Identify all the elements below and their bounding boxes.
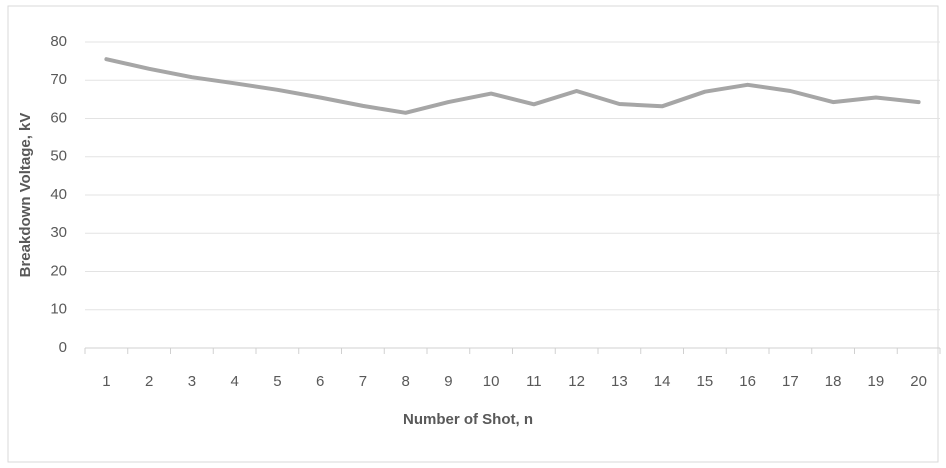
y-tick-label: 60 xyxy=(50,109,67,126)
x-tick-label: 3 xyxy=(188,373,196,390)
y-tick-label: 70 xyxy=(50,71,67,88)
chart-border xyxy=(7,5,939,463)
x-tick-label: 2 xyxy=(145,373,153,390)
x-tick-label: 4 xyxy=(230,373,238,390)
y-tick-label: 80 xyxy=(50,33,67,50)
x-tick-label: 10 xyxy=(483,373,500,390)
x-tick-label: 19 xyxy=(868,373,885,390)
x-tick-label: 20 xyxy=(910,373,927,390)
y-tick-label: 10 xyxy=(50,301,67,318)
y-tick-label: 40 xyxy=(50,186,67,203)
x-tick-label: 16 xyxy=(739,373,756,390)
x-tick-label: 7 xyxy=(359,373,367,390)
x-tick-label: 11 xyxy=(526,373,542,390)
data-line xyxy=(104,57,921,115)
x-tick-label: 5 xyxy=(273,373,281,390)
y-axis-title: Breakdown Voltage, kV xyxy=(17,113,34,278)
y-tick-label: 30 xyxy=(50,224,67,241)
x-tick-label: 6 xyxy=(316,373,324,390)
x-tick-label: 15 xyxy=(697,373,714,390)
x-tick-label: 1 xyxy=(102,373,110,390)
x-tick-label: 14 xyxy=(654,373,671,390)
x-tick-label: 12 xyxy=(568,373,585,390)
x-tick-label: 9 xyxy=(444,373,452,390)
x-axis-title: Number of Shot, n xyxy=(403,411,533,428)
x-tick-label: 17 xyxy=(782,373,799,390)
x-tick-label: 13 xyxy=(611,373,628,390)
x-tick-label: 8 xyxy=(401,373,409,390)
y-tick-label: 0 xyxy=(59,339,67,356)
x-tick-label: 18 xyxy=(825,373,842,390)
y-tick-label: 50 xyxy=(50,148,67,165)
y-tick-label: 20 xyxy=(50,262,67,279)
